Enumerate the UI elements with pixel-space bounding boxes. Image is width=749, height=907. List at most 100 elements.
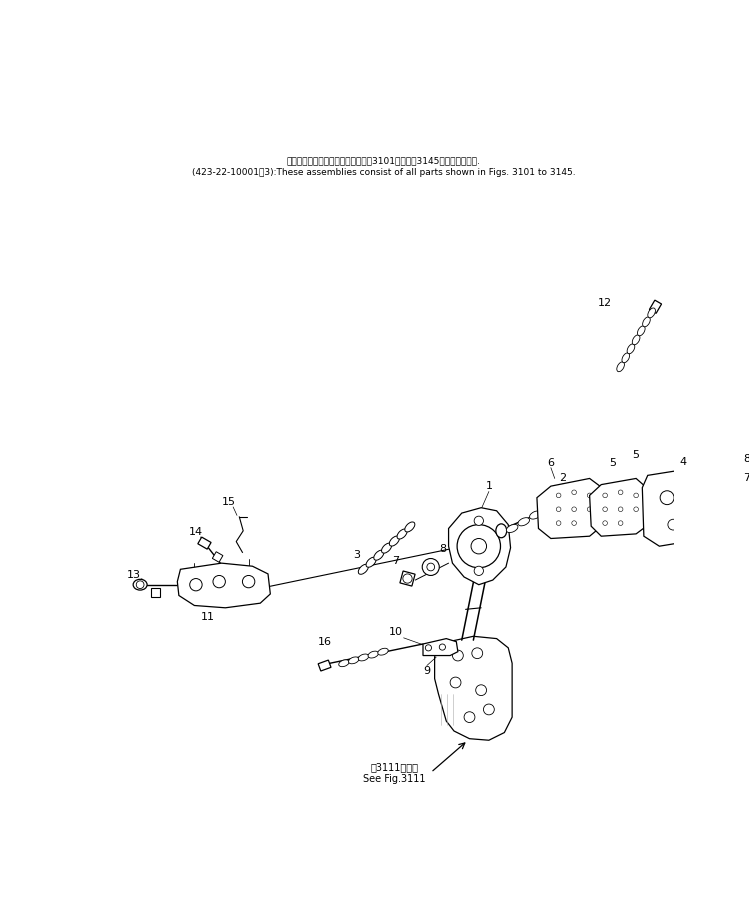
Circle shape <box>619 490 623 494</box>
Text: 4: 4 <box>679 456 686 466</box>
Ellipse shape <box>530 511 542 519</box>
Text: 7: 7 <box>392 556 399 566</box>
Circle shape <box>725 492 733 499</box>
Circle shape <box>472 648 482 658</box>
Text: 第3111図参照: 第3111図参照 <box>370 762 419 772</box>
Circle shape <box>619 521 623 525</box>
Circle shape <box>483 704 494 715</box>
Circle shape <box>571 521 577 525</box>
Ellipse shape <box>348 657 359 664</box>
Ellipse shape <box>632 335 640 345</box>
Text: 3: 3 <box>354 551 360 561</box>
Ellipse shape <box>496 524 507 538</box>
Bar <box>735 489 748 499</box>
Ellipse shape <box>339 659 349 667</box>
Circle shape <box>571 490 577 494</box>
Circle shape <box>603 493 607 498</box>
Circle shape <box>457 524 500 568</box>
Circle shape <box>464 712 475 723</box>
Circle shape <box>660 491 674 504</box>
Text: 1: 1 <box>485 481 492 491</box>
Ellipse shape <box>506 524 518 532</box>
Ellipse shape <box>358 564 369 574</box>
Polygon shape <box>537 478 605 539</box>
Bar <box>318 660 331 671</box>
Bar <box>198 537 211 549</box>
Circle shape <box>557 493 561 498</box>
Circle shape <box>476 685 487 696</box>
Text: 5: 5 <box>610 458 616 468</box>
Text: 13: 13 <box>127 570 141 580</box>
Text: (423-22-10001～3):These assemblies consist of all parts shown in Figs. 3101 to 31: (423-22-10001～3):These assemblies consis… <box>192 169 575 177</box>
Polygon shape <box>434 637 512 740</box>
Circle shape <box>557 507 561 512</box>
Text: 8: 8 <box>744 454 749 464</box>
Circle shape <box>634 507 638 512</box>
Circle shape <box>668 519 679 530</box>
Circle shape <box>474 566 483 575</box>
Ellipse shape <box>358 654 369 661</box>
Ellipse shape <box>542 504 553 512</box>
Circle shape <box>603 521 607 525</box>
Ellipse shape <box>381 543 392 553</box>
Polygon shape <box>178 563 270 608</box>
Circle shape <box>471 539 487 554</box>
Ellipse shape <box>377 649 388 655</box>
Ellipse shape <box>133 580 147 590</box>
Ellipse shape <box>404 522 415 532</box>
Ellipse shape <box>518 518 530 526</box>
Bar <box>400 571 415 586</box>
Text: 2: 2 <box>559 473 566 483</box>
Text: 9: 9 <box>423 666 431 676</box>
Circle shape <box>403 574 412 583</box>
Text: これらのアセンブリの構成部品は第3101図から第3145図まで含みます.: これらのアセンブリの構成部品は第3101図から第3145図まで含みます. <box>287 157 480 166</box>
Circle shape <box>619 507 623 512</box>
Circle shape <box>136 580 144 589</box>
Circle shape <box>710 492 718 499</box>
Bar <box>151 588 160 597</box>
Ellipse shape <box>368 651 378 658</box>
Polygon shape <box>589 478 650 536</box>
Polygon shape <box>449 508 511 585</box>
Ellipse shape <box>397 529 407 539</box>
Text: 8: 8 <box>439 544 446 554</box>
Ellipse shape <box>617 362 625 372</box>
Ellipse shape <box>637 326 645 336</box>
Circle shape <box>243 575 255 588</box>
Bar <box>723 489 736 502</box>
Ellipse shape <box>389 536 399 546</box>
Text: 14: 14 <box>189 527 203 537</box>
Circle shape <box>571 507 577 512</box>
Ellipse shape <box>622 353 630 363</box>
Polygon shape <box>643 469 707 546</box>
Circle shape <box>422 559 439 575</box>
Circle shape <box>425 645 431 651</box>
Text: 15: 15 <box>222 496 236 506</box>
Ellipse shape <box>553 497 565 505</box>
Circle shape <box>427 563 434 571</box>
Bar <box>649 300 661 313</box>
Text: 5: 5 <box>633 451 640 461</box>
Text: 7: 7 <box>744 473 749 483</box>
Circle shape <box>450 678 461 688</box>
Circle shape <box>587 507 592 512</box>
Circle shape <box>474 516 483 525</box>
Text: 11: 11 <box>201 612 215 622</box>
Circle shape <box>189 579 202 590</box>
Ellipse shape <box>648 308 655 317</box>
Circle shape <box>681 500 692 511</box>
Circle shape <box>603 507 607 512</box>
Circle shape <box>705 487 722 504</box>
Text: 6: 6 <box>548 458 554 468</box>
Circle shape <box>634 493 638 498</box>
Bar <box>212 551 223 562</box>
Text: 12: 12 <box>598 297 612 307</box>
Ellipse shape <box>643 317 650 327</box>
Ellipse shape <box>366 557 376 567</box>
Circle shape <box>557 521 561 525</box>
Ellipse shape <box>374 551 383 561</box>
Circle shape <box>587 493 592 498</box>
Text: See Fig.3111: See Fig.3111 <box>363 774 425 784</box>
Polygon shape <box>423 639 458 656</box>
Text: 16: 16 <box>318 637 332 647</box>
